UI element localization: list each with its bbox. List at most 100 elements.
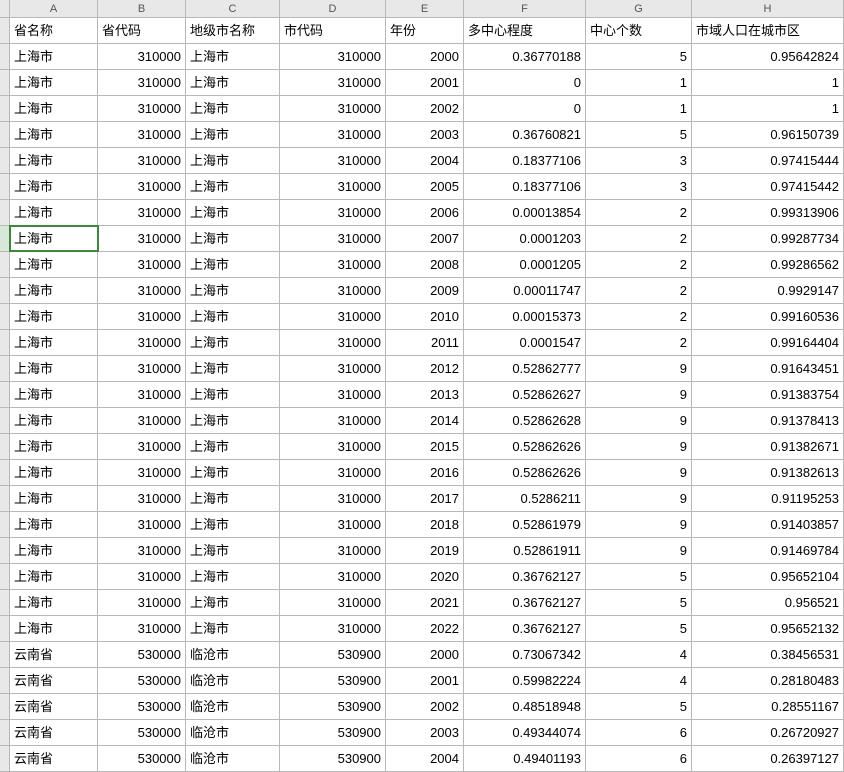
cell[interactable]: 2005: [386, 174, 464, 199]
cell[interactable]: 上海市: [186, 96, 280, 121]
cell[interactable]: 上海市: [186, 564, 280, 589]
column-title[interactable]: 省代码: [98, 18, 186, 43]
cell[interactable]: 0.91195253: [692, 486, 844, 511]
cell[interactable]: 2: [586, 330, 692, 355]
cell[interactable]: 云南省: [10, 746, 98, 771]
row-gutter[interactable]: [0, 304, 10, 329]
row-gutter[interactable]: [0, 434, 10, 459]
cell[interactable]: 2019: [386, 538, 464, 563]
cell[interactable]: 0.96150739: [692, 122, 844, 147]
cell[interactable]: 2003: [386, 122, 464, 147]
row-gutter[interactable]: [0, 512, 10, 537]
cell[interactable]: 530000: [98, 746, 186, 771]
cell[interactable]: 0.36760821: [464, 122, 586, 147]
cell[interactable]: 310000: [280, 564, 386, 589]
cell[interactable]: 530900: [280, 668, 386, 693]
row-gutter[interactable]: [0, 642, 10, 667]
cell[interactable]: 310000: [98, 382, 186, 407]
cell[interactable]: 310000: [98, 96, 186, 121]
cell[interactable]: 上海市: [10, 356, 98, 381]
cell[interactable]: 0.52862626: [464, 434, 586, 459]
cell[interactable]: 310000: [280, 304, 386, 329]
cell[interactable]: 临沧市: [186, 668, 280, 693]
cell[interactable]: 0.00015373: [464, 304, 586, 329]
cell[interactable]: 临沧市: [186, 746, 280, 771]
cell[interactable]: 2022: [386, 616, 464, 641]
cell[interactable]: 2007: [386, 226, 464, 251]
cell[interactable]: 0.00013854: [464, 200, 586, 225]
cell[interactable]: 530000: [98, 720, 186, 745]
column-title[interactable]: 地级市名称: [186, 18, 280, 43]
cell[interactable]: 1: [692, 96, 844, 121]
cell[interactable]: 上海市: [186, 148, 280, 173]
row-gutter[interactable]: [0, 616, 10, 641]
cell[interactable]: 0.36762127: [464, 590, 586, 615]
cell[interactable]: 6: [586, 746, 692, 771]
cell[interactable]: 0.91382671: [692, 434, 844, 459]
cell[interactable]: 310000: [98, 590, 186, 615]
cell[interactable]: 0.91643451: [692, 356, 844, 381]
cell[interactable]: 上海市: [186, 590, 280, 615]
cell[interactable]: 0.52862777: [464, 356, 586, 381]
cell[interactable]: 2008: [386, 252, 464, 277]
cell[interactable]: 上海市: [186, 408, 280, 433]
cell[interactable]: 0.99286562: [692, 252, 844, 277]
row-gutter[interactable]: [0, 200, 10, 225]
cell[interactable]: 上海市: [10, 382, 98, 407]
cell[interactable]: 0.52862628: [464, 408, 586, 433]
cell[interactable]: 上海市: [186, 538, 280, 563]
column-header-C[interactable]: C: [186, 0, 280, 17]
cell[interactable]: 530900: [280, 720, 386, 745]
cell[interactable]: 0.95652104: [692, 564, 844, 589]
cell[interactable]: 5: [586, 564, 692, 589]
cell[interactable]: 310000: [280, 512, 386, 537]
cell[interactable]: 2000: [386, 44, 464, 69]
cell[interactable]: 上海市: [186, 174, 280, 199]
cell[interactable]: 上海市: [10, 564, 98, 589]
cell[interactable]: 310000: [280, 590, 386, 615]
cell[interactable]: 上海市: [10, 200, 98, 225]
cell[interactable]: 4: [586, 642, 692, 667]
cell[interactable]: 0.18377106: [464, 148, 586, 173]
cell[interactable]: 2000: [386, 642, 464, 667]
cell[interactable]: 2002: [386, 96, 464, 121]
cell[interactable]: 0.5286211: [464, 486, 586, 511]
cell[interactable]: 0.95642824: [692, 44, 844, 69]
cell[interactable]: 530900: [280, 746, 386, 771]
cell[interactable]: 310000: [280, 148, 386, 173]
column-header-B[interactable]: B: [98, 0, 186, 17]
cell[interactable]: 上海市: [10, 96, 98, 121]
cell[interactable]: 临沧市: [186, 642, 280, 667]
cell[interactable]: 0.9929147: [692, 278, 844, 303]
cell[interactable]: 0.52861911: [464, 538, 586, 563]
cell[interactable]: 310000: [280, 408, 386, 433]
cell[interactable]: 上海市: [10, 460, 98, 485]
cell[interactable]: 上海市: [186, 44, 280, 69]
row-gutter[interactable]: [0, 278, 10, 303]
row-gutter[interactable]: [0, 252, 10, 277]
cell[interactable]: 2009: [386, 278, 464, 303]
cell[interactable]: 上海市: [186, 226, 280, 251]
cell[interactable]: 310000: [280, 330, 386, 355]
cell[interactable]: 临沧市: [186, 720, 280, 745]
row-gutter[interactable]: [0, 486, 10, 511]
row-gutter[interactable]: [0, 460, 10, 485]
cell[interactable]: 0.52862626: [464, 460, 586, 485]
cell[interactable]: 上海市: [10, 122, 98, 147]
row-gutter[interactable]: [0, 564, 10, 589]
cell[interactable]: 310000: [98, 434, 186, 459]
cell[interactable]: 上海市: [10, 44, 98, 69]
cell[interactable]: 310000: [98, 330, 186, 355]
cell[interactable]: 上海市: [10, 512, 98, 537]
cell[interactable]: 310000: [98, 44, 186, 69]
cell[interactable]: 3: [586, 148, 692, 173]
cell[interactable]: 2: [586, 252, 692, 277]
cell[interactable]: 2004: [386, 148, 464, 173]
cell[interactable]: 310000: [98, 486, 186, 511]
cell[interactable]: 上海市: [186, 304, 280, 329]
cell[interactable]: 5: [586, 616, 692, 641]
cell[interactable]: 上海市: [10, 590, 98, 615]
cell[interactable]: 310000: [280, 200, 386, 225]
cell[interactable]: 0.91403857: [692, 512, 844, 537]
cell[interactable]: 0.36762127: [464, 564, 586, 589]
